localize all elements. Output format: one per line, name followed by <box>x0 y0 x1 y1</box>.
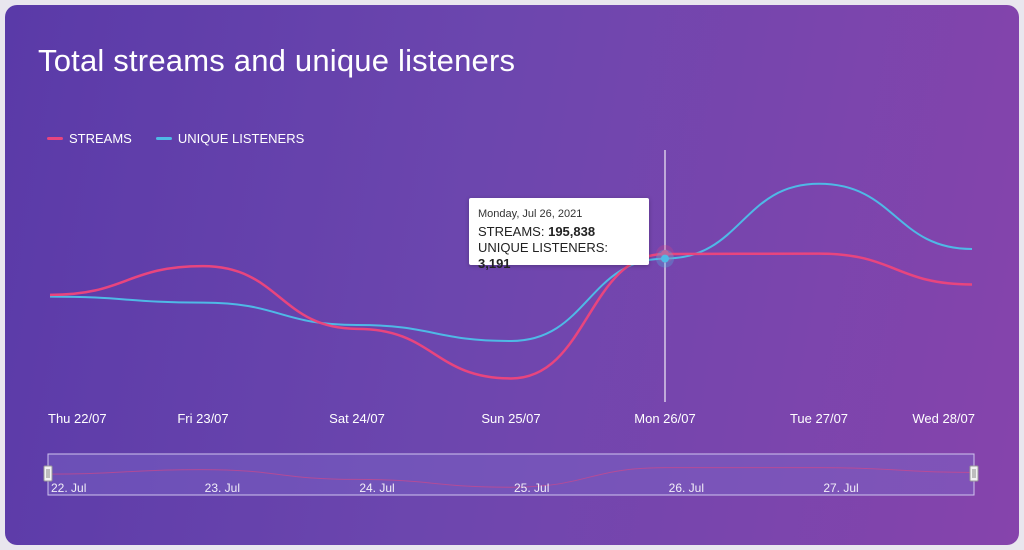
tooltip-listeners-row: UNIQUE LISTENERS: 3,191 <box>478 240 640 272</box>
tooltip-date: Monday, Jul 26, 2021 <box>478 208 583 220</box>
x-tick-label: Fri 23/07 <box>177 411 228 426</box>
legend: STREAMS UNIQUE LISTENERS <box>47 131 328 146</box>
chart-title: Total streams and unique listeners <box>38 43 516 78</box>
x-tick-label: Sat 24/07 <box>329 411 385 426</box>
series-line-streams[interactable] <box>49 252 973 380</box>
x-tick-label: Sun 25/07 <box>481 411 540 426</box>
legend-swatch-listeners <box>155 137 172 140</box>
tooltip-listeners-label: UNIQUE LISTENERS: <box>478 240 609 255</box>
legend-item-unique-listeners[interactable]: UNIQUE LISTENERS <box>155 131 305 146</box>
legend-label-unique-listeners: UNIQUE LISTENERS <box>177 131 305 146</box>
navigator-handle-left[interactable] <box>43 465 53 482</box>
hover-point-listeners[interactable] <box>661 254 669 263</box>
chart-card: Total streams and unique listeners STREA… <box>5 5 1019 545</box>
legend-label-streams: STREAMS <box>69 131 132 146</box>
navigator-tick-label: 26. Jul <box>669 481 704 495</box>
tooltip-streams-row: STREAMS: 195,838 <box>478 224 640 240</box>
navigator-tick-label: 23. Jul <box>205 481 240 495</box>
navigator-tick-label: 25. Jul <box>514 481 549 495</box>
x-tick-label: Thu 22/07 <box>48 411 107 426</box>
series-line-unique-listeners[interactable] <box>49 182 973 343</box>
tooltip-listeners-value: 3,191 <box>478 256 511 271</box>
navigator-tick-label: 24. Jul <box>359 481 394 495</box>
legend-swatch-streams <box>47 137 63 140</box>
x-tick-label: Mon 26/07 <box>634 411 695 426</box>
legend-item-streams[interactable]: STREAMS <box>47 131 132 146</box>
navigator-tick-label: 27. Jul <box>823 481 858 495</box>
navigator-series-line <box>47 467 975 488</box>
chart-plot[interactable]: Thu 22/07 Fri 23/07 Sat 24/07 Sun 25/07 Mon … <box>5 5 1019 545</box>
tooltip: Monday, Jul 26, 2021 STREAMS: 195,838 UN… <box>469 198 649 271</box>
navigator-tick-label: 22. Jul <box>51 481 86 495</box>
navigator-handle-right[interactable] <box>969 465 979 482</box>
x-tick-label: Tue 27/07 <box>790 411 848 426</box>
tooltip-streams-value: 195,838 <box>548 224 596 239</box>
tooltip-streams-label: STREAMS: <box>478 224 545 239</box>
x-tick-label: Wed 28/07 <box>912 411 975 426</box>
